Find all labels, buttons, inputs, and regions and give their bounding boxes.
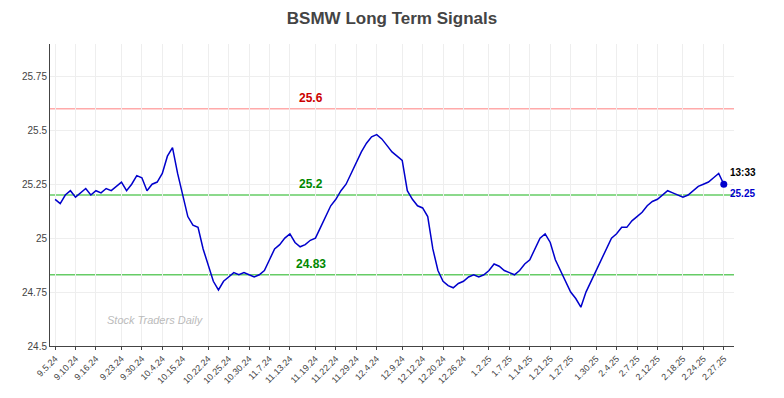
svg-text:11.7.24: 11.7.24 <box>246 354 274 382</box>
svg-text:2.27.25: 2.27.25 <box>700 354 728 382</box>
svg-text:2.4.25: 2.4.25 <box>596 354 621 379</box>
svg-text:Stock Traders Daily: Stock Traders Daily <box>107 314 204 326</box>
svg-text:9.30.24: 9.30.24 <box>118 354 146 382</box>
svg-text:11.22.24: 11.22.24 <box>309 354 340 385</box>
svg-text:1.27.25: 1.27.25 <box>547 354 575 382</box>
svg-text:11.13.24: 11.13.24 <box>263 354 294 385</box>
svg-text:1.2.25: 1.2.25 <box>469 354 494 379</box>
svg-text:12.12.24: 12.12.24 <box>395 354 427 386</box>
svg-text:24.5: 24.5 <box>28 341 48 352</box>
svg-text:12.26.24: 12.26.24 <box>436 354 468 386</box>
svg-text:10.4.24: 10.4.24 <box>139 354 167 382</box>
svg-text:25.25: 25.25 <box>22 179 47 190</box>
svg-text:1.7.25: 1.7.25 <box>489 354 514 379</box>
svg-text:2.18.25: 2.18.25 <box>659 354 687 382</box>
svg-text:12.9.24: 12.9.24 <box>378 354 406 382</box>
svg-text:25.2: 25.2 <box>299 177 323 191</box>
svg-text:9.16.24: 9.16.24 <box>72 354 100 382</box>
svg-text:1.21.25: 1.21.25 <box>527 354 555 382</box>
svg-text:11.19.24: 11.19.24 <box>289 354 320 385</box>
svg-text:10.25.24: 10.25.24 <box>201 354 233 386</box>
svg-text:25: 25 <box>36 233 48 244</box>
svg-text:1.14.25: 1.14.25 <box>506 354 534 382</box>
svg-text:25.25: 25.25 <box>730 188 755 199</box>
svg-text:10.22.24: 10.22.24 <box>181 354 213 386</box>
svg-text:1.30.25: 1.30.25 <box>572 354 600 382</box>
svg-text:BSMW Long Term Signals: BSMW Long Term Signals <box>287 9 497 28</box>
svg-text:9.5.24: 9.5.24 <box>35 354 60 379</box>
svg-text:10.15.24: 10.15.24 <box>155 354 187 386</box>
svg-text:12.20.24: 12.20.24 <box>416 354 448 386</box>
svg-text:9.10.24: 9.10.24 <box>52 354 80 382</box>
svg-text:10.30.24: 10.30.24 <box>222 354 254 386</box>
svg-text:25.75: 25.75 <box>22 71 47 82</box>
svg-text:24.83: 24.83 <box>296 257 326 271</box>
svg-text:24.75: 24.75 <box>22 287 47 298</box>
svg-text:13:33: 13:33 <box>730 167 756 178</box>
svg-text:2.7.25: 2.7.25 <box>617 354 642 379</box>
svg-text:12.4.24: 12.4.24 <box>353 354 381 382</box>
svg-text:2.24.25: 2.24.25 <box>680 354 708 382</box>
svg-text:25.5: 25.5 <box>28 125 48 136</box>
svg-text:25.6: 25.6 <box>299 91 323 105</box>
svg-text:9.23.24: 9.23.24 <box>98 354 126 382</box>
svg-text:2.12.25: 2.12.25 <box>634 354 662 382</box>
svg-text:11.29.24: 11.29.24 <box>329 354 360 385</box>
